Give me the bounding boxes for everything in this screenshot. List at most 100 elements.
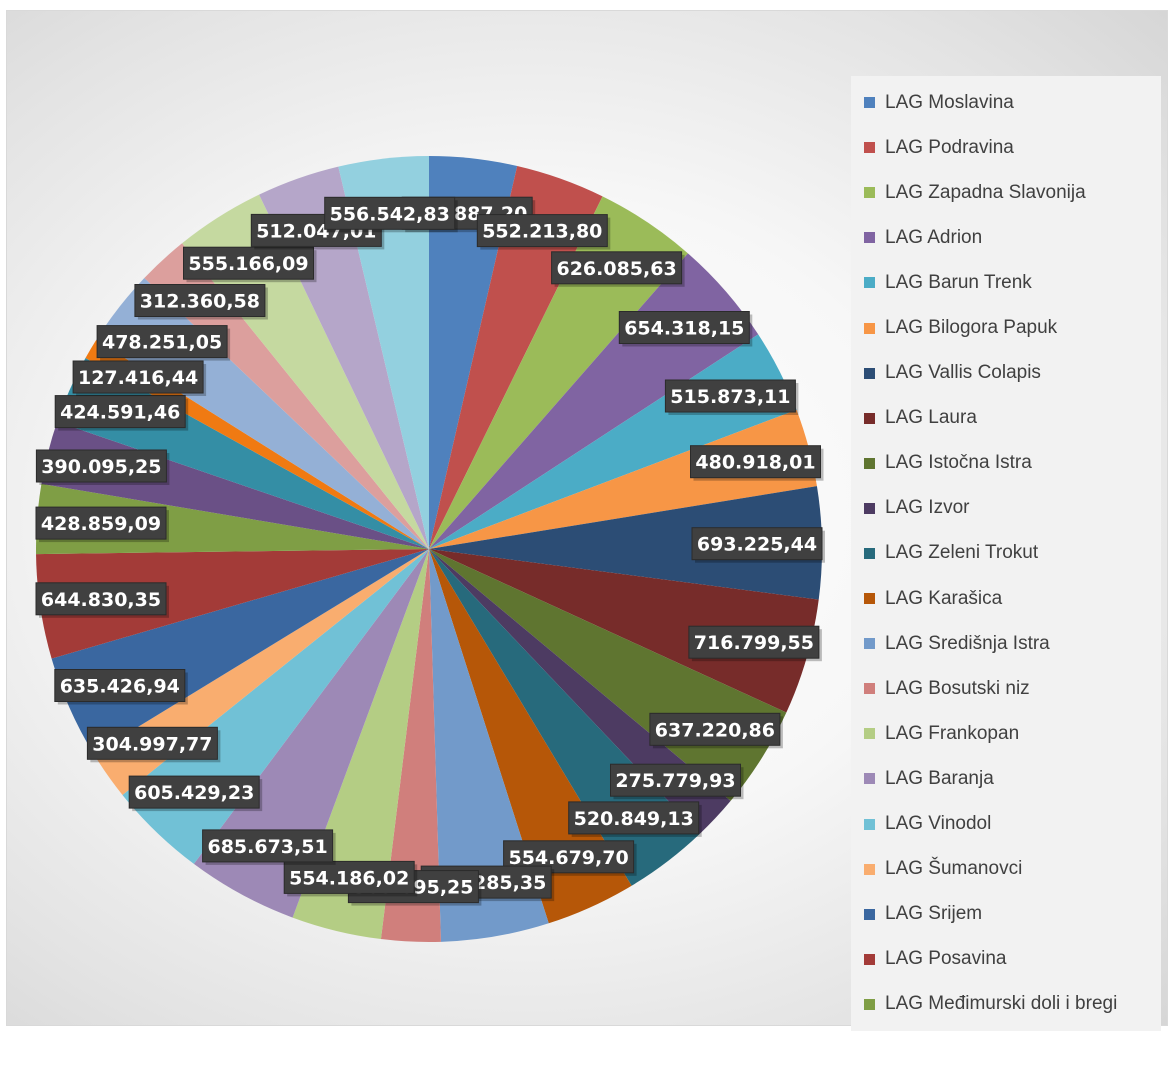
legend-item: LAG Izvor bbox=[851, 486, 1161, 531]
legend-item: LAG Vinodol bbox=[851, 802, 1161, 847]
data-label-value: 654.318,15 bbox=[624, 318, 744, 340]
legend-swatch bbox=[864, 638, 875, 650]
legend-swatch bbox=[864, 908, 875, 920]
legend-label: LAG Zapadna Slavonija bbox=[885, 181, 1086, 203]
data-label-value: 637.220,86 bbox=[655, 719, 775, 741]
data-label-value: 685.673,51 bbox=[207, 836, 327, 858]
data-label: 605.429,23 bbox=[128, 775, 263, 812]
legend-label: LAG Barun Trenk bbox=[885, 271, 1032, 293]
legend-swatch bbox=[864, 998, 875, 1010]
data-label-box bbox=[128, 775, 260, 809]
data-label: 312.360,58 bbox=[134, 284, 268, 320]
data-label-box bbox=[688, 625, 820, 659]
legend-label: LAG Vinodol bbox=[885, 813, 992, 835]
data-label-value: 127.416,44 bbox=[78, 367, 198, 389]
data-label: 552.213,80 bbox=[476, 214, 611, 250]
pie-slice bbox=[51, 549, 429, 754]
data-label-value: 554.186,02 bbox=[289, 867, 409, 889]
data-label-box bbox=[202, 829, 334, 863]
data-label-value: 390.095,25 bbox=[41, 456, 161, 478]
legend-item: LAG Zapadna Slavonija bbox=[851, 170, 1161, 215]
legend-item: LAG Laura bbox=[851, 396, 1161, 441]
data-label-box bbox=[96, 325, 228, 359]
data-label-box bbox=[54, 395, 186, 429]
data-label-value: 312.360,58 bbox=[140, 291, 260, 313]
pie-slice bbox=[429, 549, 819, 713]
data-label: 478.251,05 bbox=[96, 325, 231, 361]
data-label-box bbox=[618, 311, 750, 344]
pie-slice bbox=[193, 549, 429, 918]
data-label-value: 716.799,55 bbox=[694, 632, 814, 654]
legend-swatch bbox=[864, 367, 875, 379]
data-label-box bbox=[649, 712, 781, 746]
legend-swatch bbox=[864, 322, 875, 334]
pie-slice bbox=[380, 549, 441, 943]
data-label-value: 552.213,80 bbox=[482, 221, 602, 243]
data-label: 716.799,55 bbox=[688, 625, 822, 662]
legend-swatch bbox=[864, 728, 875, 740]
legend-item: LAG Srijem bbox=[851, 892, 1161, 937]
data-label-value: 515.873,11 bbox=[670, 386, 790, 408]
data-label: 554.186,02 bbox=[283, 860, 418, 897]
data-label: 637.220,86 bbox=[649, 712, 783, 749]
data-label: 127.416,44 bbox=[72, 360, 207, 396]
legend-item: LAG Šumanovci bbox=[851, 847, 1161, 892]
legend-swatch bbox=[864, 277, 875, 289]
legend-label: LAG Laura bbox=[885, 407, 977, 429]
data-label-box bbox=[568, 801, 700, 835]
data-label-box bbox=[72, 360, 204, 394]
data-label: 644.830,35 bbox=[35, 582, 169, 618]
data-label: 556.542,83 bbox=[324, 196, 458, 233]
legend-item: LAG Međimurski doli i bregi bbox=[851, 982, 1161, 1027]
legend-label: LAG Srijem bbox=[885, 903, 983, 925]
data-label-box bbox=[691, 527, 823, 561]
legend-item: LAG Adrion bbox=[851, 215, 1161, 260]
legend-item: LAG Središnja Istra bbox=[851, 621, 1161, 666]
legend-item: LAG Barun Trenk bbox=[851, 260, 1161, 305]
data-label-value: 605.429,23 bbox=[134, 782, 254, 804]
data-label: 685.673,51 bbox=[202, 829, 336, 865]
legend-label: LAG Izvor bbox=[885, 497, 970, 519]
legend-swatch bbox=[864, 457, 875, 469]
data-label-value: 554.679,70 bbox=[508, 847, 628, 869]
pie-slice bbox=[144, 243, 429, 549]
legend-item: LAG Bosutski niz bbox=[851, 666, 1161, 711]
data-label-value: 304.997,77 bbox=[92, 733, 212, 755]
data-label-value: 275.779,93 bbox=[615, 770, 735, 792]
legend-swatch bbox=[864, 953, 875, 965]
legend-label: LAG Šumanovci bbox=[885, 858, 1023, 880]
data-label: 390.095,25 bbox=[35, 449, 170, 485]
data-label: 654.318,15 bbox=[618, 311, 753, 347]
data-label-value: 520.849,13 bbox=[574, 808, 694, 830]
pie-slice bbox=[182, 194, 429, 549]
legend-item: LAG Karašica bbox=[851, 576, 1161, 621]
legend-swatch bbox=[864, 818, 875, 830]
legend-label: LAG Bilogora Papuk bbox=[885, 317, 1058, 339]
legend-swatch bbox=[864, 187, 875, 199]
legend-item: LAG Podravina bbox=[851, 125, 1161, 170]
data-label: 635.426,94 bbox=[54, 669, 188, 705]
data-label: 693.225,44 bbox=[691, 527, 825, 563]
data-labels: 540.887,20552.213,80626.085,63654.318,15… bbox=[35, 196, 825, 906]
data-label: 480.918,01 bbox=[690, 445, 824, 481]
legend-label: LAG Baranja bbox=[885, 767, 994, 789]
data-label: 275.779,93 bbox=[610, 763, 744, 800]
legend-swatch bbox=[864, 773, 875, 785]
data-label-box bbox=[476, 214, 608, 248]
data-label: 424.591,46 bbox=[54, 395, 189, 431]
data-label-box bbox=[35, 506, 167, 540]
legend-label: LAG Moslavina bbox=[885, 91, 1014, 113]
data-label: 515.873,11 bbox=[664, 379, 799, 415]
data-label-box bbox=[324, 196, 456, 230]
data-label-value: 480.918,01 bbox=[695, 452, 815, 474]
legend-item: LAG Baranja bbox=[851, 756, 1161, 801]
pie-slice bbox=[36, 549, 429, 659]
data-label-value: 555.166,09 bbox=[188, 253, 308, 275]
data-label-value: 424.591,46 bbox=[60, 402, 180, 424]
data-label-value: 478.251,05 bbox=[102, 332, 222, 354]
data-label-value: 693.225,44 bbox=[697, 534, 817, 556]
legend: LAG Moslavina LAG Podravina LAG Zapadna Sl… bbox=[851, 76, 1161, 1031]
legend-swatch bbox=[864, 412, 875, 424]
pie-slice bbox=[338, 156, 429, 549]
